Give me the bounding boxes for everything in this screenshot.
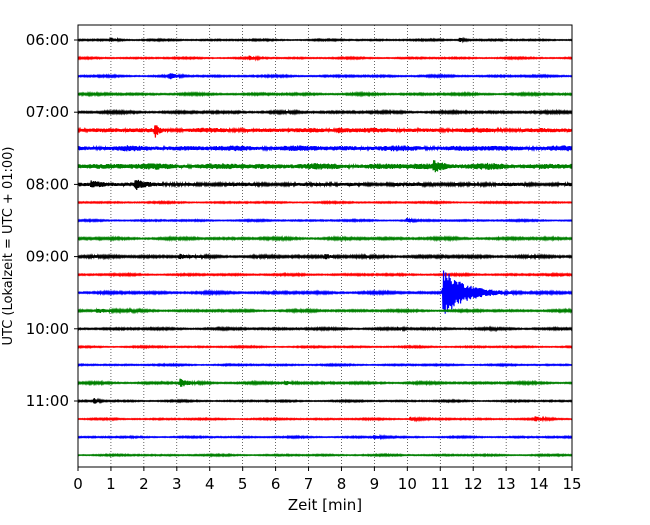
trace-line: [77, 325, 573, 333]
x-tick-label: 0: [73, 475, 83, 493]
y-tick-label: 08:00: [26, 175, 69, 193]
trace-line: [77, 452, 573, 458]
trace-line: [77, 270, 573, 314]
x-tick-label: 10: [398, 475, 417, 493]
y-tick-label: 06:00: [26, 31, 69, 49]
y-tick-label: 11:00: [26, 392, 69, 410]
trace-line: [77, 433, 573, 441]
x-tick-label: 11: [431, 475, 450, 493]
x-tick-label: 9: [370, 475, 380, 493]
trace-line: [77, 415, 573, 423]
trace-line: [77, 179, 573, 190]
x-tick-label: 5: [238, 475, 248, 493]
x-tick-label: 4: [205, 475, 215, 493]
trace-line: [77, 252, 573, 261]
trace-line: [77, 344, 573, 350]
trace-line: [77, 217, 573, 224]
y-axis-label: UTC (Lokalzeit = UTC + 01:00): [1, 147, 16, 346]
trace-line: [77, 397, 573, 404]
y-axis-ticks: 06:00 07:00 08:00 09:00 10:00 11:00: [26, 31, 78, 410]
trace-line: [77, 235, 573, 243]
traces: [77, 36, 573, 458]
x-tick-label: 13: [497, 475, 516, 493]
y-tick-label: 07:00: [26, 103, 69, 121]
y-tick-label: 09:00: [26, 248, 69, 266]
trace-line: [77, 108, 573, 116]
x-tick-label: 12: [464, 475, 483, 493]
trace-line: [77, 307, 573, 315]
x-tick-label: 7: [304, 475, 314, 493]
x-tick-label: 14: [530, 475, 549, 493]
trace-line: [77, 144, 573, 152]
trace-line: [77, 362, 573, 368]
trace-line: [77, 199, 573, 205]
x-axis-ticks: 0 1 2 3 4 5 6 7 8 9 10 11 12 13 14 15: [73, 467, 582, 493]
x-tick-label: 3: [172, 475, 182, 493]
trace-line: [77, 90, 573, 98]
trace-line: [77, 125, 573, 138]
trace-line: [77, 160, 573, 173]
x-tick-label: 15: [562, 475, 581, 493]
trace-line: [77, 36, 573, 44]
x-tick-label: 8: [337, 475, 347, 493]
x-tick-label: 6: [271, 475, 281, 493]
trace-line: [77, 271, 573, 278]
trace-line: [77, 378, 573, 387]
x-tick-label: 1: [106, 475, 116, 493]
plot-frame: [77, 24, 573, 468]
y-tick-label: 10:00: [26, 320, 69, 338]
x-axis-label: Zeit [min]: [288, 496, 362, 514]
trace-line: [77, 54, 573, 62]
x-tick-label: 2: [139, 475, 149, 493]
trace-line: [77, 72, 573, 80]
